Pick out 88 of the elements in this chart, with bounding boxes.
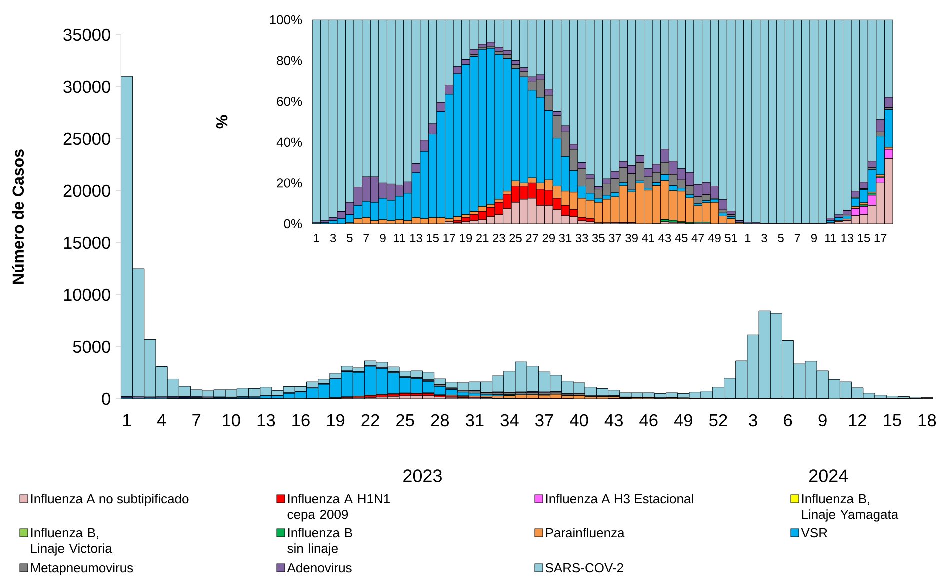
x-tick-label: 51: [725, 234, 738, 242]
x-tick-label: 15: [884, 414, 902, 426]
x-tick-label: 39: [626, 234, 638, 243]
x-tick-label: 4: [157, 414, 166, 426]
x-tick-label: 5: [778, 234, 784, 242]
x-tick-label: 28: [431, 414, 450, 427]
legend-label: Metapneumovirus: [31, 563, 134, 576]
legend-label: Influenza B sin linaje: [288, 528, 352, 556]
y-tick-label: 35000: [64, 28, 110, 42]
x-tick-label: 3: [762, 234, 768, 243]
x-tick-label: 29: [542, 234, 556, 243]
legend-label: VSR: [801, 528, 828, 538]
x-tick-label: 47: [692, 234, 704, 242]
y-tick-label: 30000: [64, 80, 110, 94]
x-tick-label: 7: [364, 234, 370, 242]
legend-label: Parainfluenza: [546, 528, 625, 538]
x-tick-label: 21: [476, 234, 489, 242]
x-tick-label: 43: [604, 414, 623, 427]
legend-label: SARS-COV-2: [546, 563, 624, 573]
x-tick-label: 27: [526, 234, 538, 242]
x-tick-label: 15: [858, 234, 870, 242]
y-tick-label: 15000: [64, 236, 110, 250]
x-tick-label: 7: [192, 414, 201, 426]
y-tick-label: 10000: [64, 288, 110, 302]
x-tick-label: 49: [674, 414, 692, 427]
x-tick-label: 9: [818, 414, 827, 427]
x-tick-label: 3: [749, 414, 758, 427]
y-tick-label: 5000: [73, 340, 110, 354]
legend-label: Influenza B, Linaje Yamagata: [802, 494, 899, 522]
x-tick-label: 11: [394, 234, 406, 242]
x-tick-label: 40: [570, 414, 588, 427]
x-tick-label: 1: [745, 234, 751, 242]
x-tick-label: 49: [708, 234, 721, 243]
x-tick-label: 12: [849, 414, 866, 426]
x-tick-label: 31: [466, 414, 484, 427]
x-tick-label: 13: [410, 234, 422, 243]
legend-label: Influenza B, Linaje Victoria: [31, 528, 112, 556]
x-tick-label: 31: [559, 234, 572, 243]
x-tick-label: 9: [811, 234, 818, 243]
x-tick-label: 37: [536, 414, 554, 427]
x-tick-label: 46: [640, 414, 658, 427]
x-tick-label: 25: [396, 414, 414, 427]
y-tick-label: 40%: [276, 138, 302, 147]
x-tick-label: 13: [842, 234, 854, 243]
text: 2024: [810, 470, 848, 482]
x-tick-label: 15: [427, 234, 439, 242]
y-tick-label: 20%: [277, 178, 302, 188]
y-tick-label: 20000: [64, 184, 110, 198]
x-tick-label: 25: [510, 234, 522, 243]
y-tick-label: 60%: [277, 97, 302, 106]
x-tick-label: 22: [362, 414, 380, 426]
x-tick-label: 34: [500, 414, 519, 427]
x-tick-label: 13: [258, 414, 276, 427]
x-tick-label: 9: [380, 234, 386, 243]
x-tick-label: 6: [784, 414, 792, 427]
text: 2023: [404, 470, 442, 482]
legend-label: Influenza A no subtipificado: [31, 494, 189, 506]
legend-label: Adenovirus: [287, 563, 352, 573]
x-tick-label: 19: [327, 414, 345, 427]
x-tick-label: 43: [658, 234, 672, 243]
y-tick-label: 80%: [277, 56, 302, 66]
x-tick-label: 37: [609, 234, 622, 243]
y-tick-label: 0%: [284, 219, 302, 229]
x-tick-label: 35: [592, 234, 605, 243]
x-tick-label: 18: [918, 414, 936, 427]
x-tick-label: 10: [223, 414, 240, 427]
x-tick-label: 23: [493, 234, 506, 243]
y-tick-label: 0: [102, 392, 110, 406]
x-tick-label: 17: [874, 234, 887, 242]
x-tick-label: 41: [642, 234, 654, 242]
legend-label: Influenza A H3 Estacional: [546, 494, 694, 504]
x-tick-label: 5: [347, 234, 353, 242]
y-axis-title: %: [216, 115, 228, 129]
x-tick-label: 33: [576, 234, 588, 243]
x-tick-label: 3: [330, 234, 336, 243]
x-tick-label: 52: [710, 414, 728, 427]
x-tick-label: 11: [826, 234, 836, 242]
x-tick-label: 16: [292, 414, 310, 427]
x-tick-label: 19: [460, 234, 472, 243]
x-tick-label: 1: [314, 234, 320, 242]
x-tick-label: 7: [794, 234, 800, 242]
y-tick-label: 25000: [64, 132, 110, 146]
x-tick-label: 17: [444, 234, 456, 242]
legend-label: Influenza A H1N1 cepa 2009: [288, 494, 390, 522]
y-tick-label: 100%: [270, 15, 302, 25]
x-tick-label: 45: [675, 234, 688, 242]
x-tick-label: 1: [124, 414, 131, 426]
y-axis-title: Número de Casos: [12, 150, 24, 284]
